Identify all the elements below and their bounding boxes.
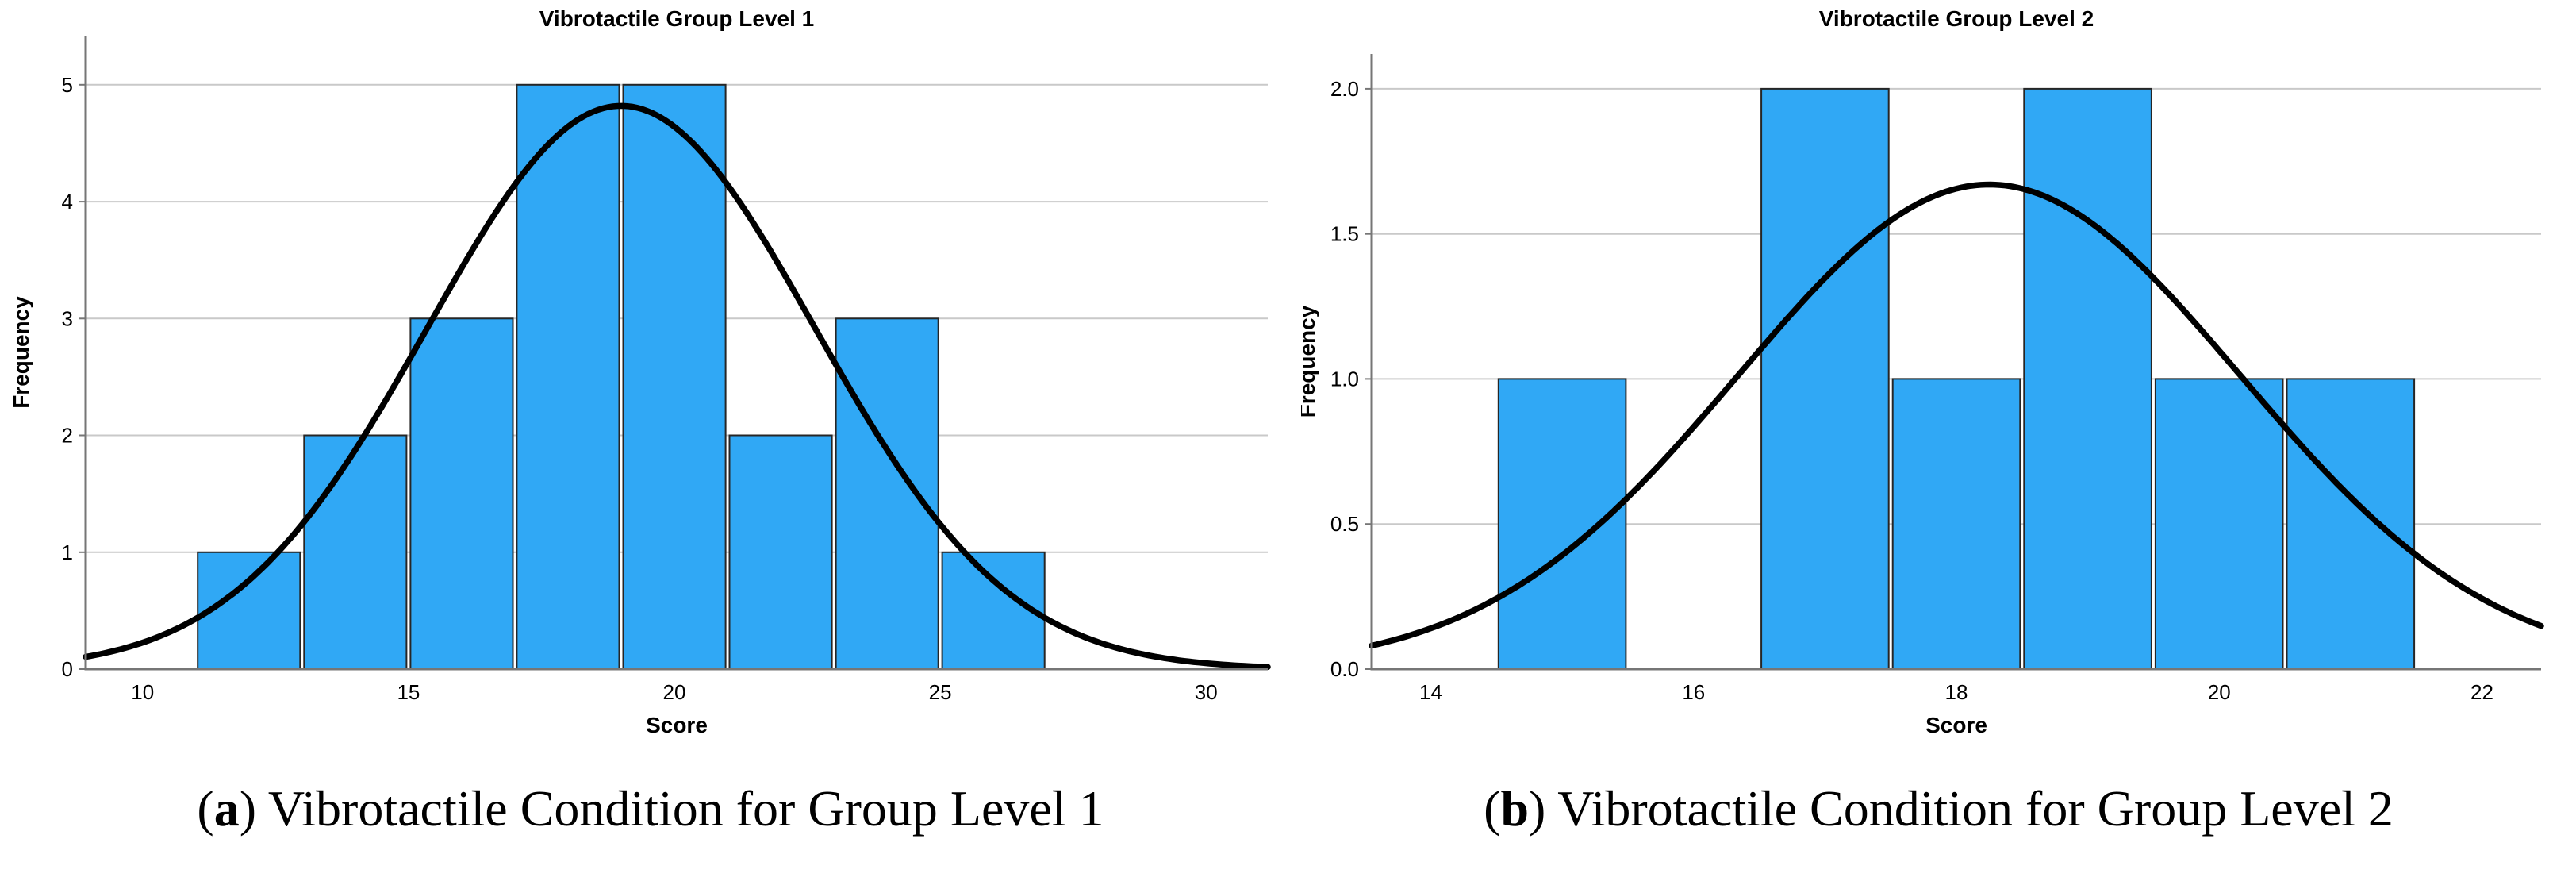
histogram-bar xyxy=(728,434,833,670)
histogram-bar xyxy=(1497,378,1627,670)
histogram-panel-a: 0 1 2 3 4 5 10 15 20 25 30 Vibrotactile Group Level… xyxy=(0,6,1301,838)
caption-b: (b) Vibrotactile Condition for Group Lev… xyxy=(1301,779,2576,838)
histogram-bar xyxy=(2154,378,2284,670)
histogram-chart-level-1: 0 1 2 3 4 5 10 15 20 25 30 Vibrotactile Group Level… xyxy=(9,6,1271,737)
histogram-bar xyxy=(2023,87,2152,670)
y-tick-label: 2 xyxy=(62,424,73,448)
caption-a: (a) Vibrotactile Condition for Group Lev… xyxy=(0,779,1301,838)
x-tick-label: 15 xyxy=(397,680,420,704)
y-tick-label: 0 xyxy=(62,657,73,681)
chart-title: Vibrotactile Group Level 1 xyxy=(539,6,814,31)
x-tick-label: 14 xyxy=(1419,680,1442,704)
caption-text: ( xyxy=(197,780,214,837)
y-tick-label: 2.0 xyxy=(1330,77,1359,101)
chart-title: Vibrotactile Group Level 2 xyxy=(1819,6,2094,31)
x-axis-title: Score xyxy=(646,713,708,737)
normal-curve xyxy=(83,102,1271,671)
y-tick-label: 4 xyxy=(62,190,73,214)
x-tick-label: 10 xyxy=(131,680,154,704)
histogram-bar xyxy=(835,317,939,670)
histogram-bar xyxy=(2286,378,2416,670)
normal-curve xyxy=(1369,181,2544,649)
x-tick-label: 20 xyxy=(2208,680,2231,704)
y-tick-label: 3 xyxy=(62,306,73,330)
y-tick-label: 1.0 xyxy=(1330,367,1359,391)
caption-text: ) Vibrotactile Condition for Group Level… xyxy=(239,780,1104,837)
caption-text: ( xyxy=(1484,780,1501,837)
histogram-bar xyxy=(1891,378,2021,670)
y-tick-label: 5 xyxy=(62,73,73,97)
histogram-panel-b: 0.0 0.5 1.0 1.5 2.0 14 16 18 20 22 Vibrotactile Gr… xyxy=(1301,0,2576,885)
histogram-bar xyxy=(622,83,727,671)
histogram-bar xyxy=(197,551,301,670)
histogram-bar xyxy=(516,83,620,671)
x-axis-title: Score xyxy=(1925,713,1987,737)
x-tick-label: 22 xyxy=(2470,680,2493,704)
x-tick-label: 30 xyxy=(1195,680,1218,704)
y-axis-title: Frequency xyxy=(9,296,33,409)
histogram-bar xyxy=(303,434,408,670)
y-axis-title: Frequency xyxy=(1301,305,1319,417)
histogram-chart-level-2: 0.0 0.5 1.0 1.5 2.0 14 16 18 20 22 Vibrotactile Gr… xyxy=(1301,6,2544,737)
y-tick-label: 0.0 xyxy=(1330,657,1359,681)
caption-letter: a xyxy=(213,780,240,837)
y-tick-label: 0.5 xyxy=(1330,512,1359,536)
x-tick-label: 25 xyxy=(929,680,952,704)
y-tick-label: 1 xyxy=(62,541,73,564)
x-tick-label: 18 xyxy=(1945,680,1968,704)
histogram-bar xyxy=(1760,87,1890,670)
histogram-bar xyxy=(409,317,514,670)
x-tick-label: 20 xyxy=(663,680,686,704)
caption-text: ) Vibrotactile Condition for Group Level… xyxy=(1529,780,2394,837)
x-tick-label: 16 xyxy=(1682,680,1705,704)
caption-letter: b xyxy=(1500,780,1530,837)
y-tick-label: 1.5 xyxy=(1330,222,1359,246)
